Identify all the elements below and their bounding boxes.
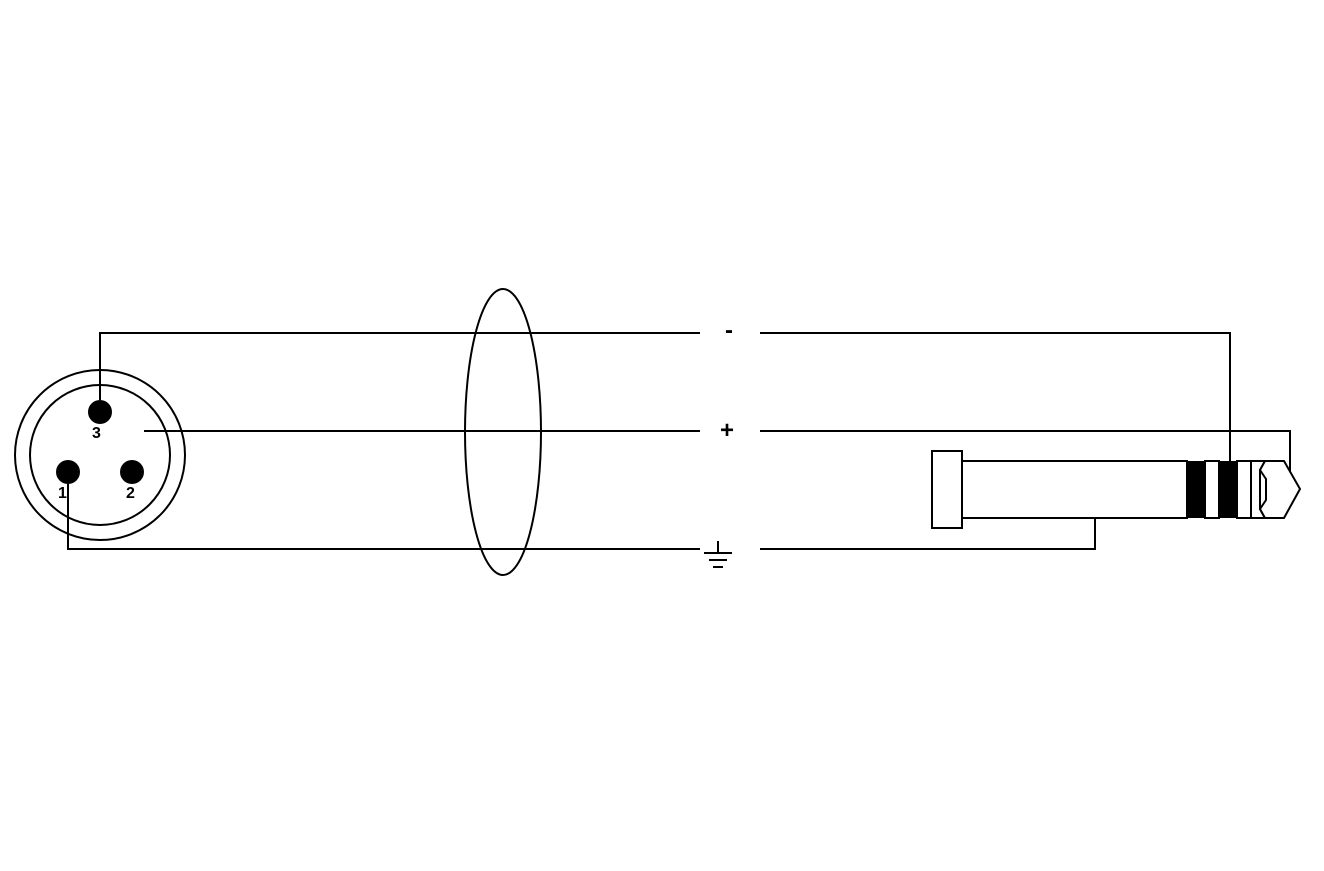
xlr-pin-3 [88, 400, 112, 424]
wire-ground-to-sleeve [760, 518, 1095, 549]
pin-1-label: 1 [58, 485, 67, 502]
wire-negative-to-ring [760, 333, 1230, 461]
xlr-pin-1 [56, 460, 80, 484]
ground-symbol [704, 541, 732, 567]
wire-pin1-ground [68, 484, 700, 549]
pin-2-label: 2 [126, 485, 135, 502]
positive-label: + [720, 417, 734, 444]
wiring-diagram: 1 2 3 - + [0, 0, 1324, 871]
xlr-pin-2 [120, 460, 144, 484]
wire-pin3-negative [100, 333, 700, 400]
negative-label: - [725, 317, 733, 344]
pin-3-label: 3 [92, 425, 101, 442]
trs-jack-connector [932, 451, 1300, 528]
